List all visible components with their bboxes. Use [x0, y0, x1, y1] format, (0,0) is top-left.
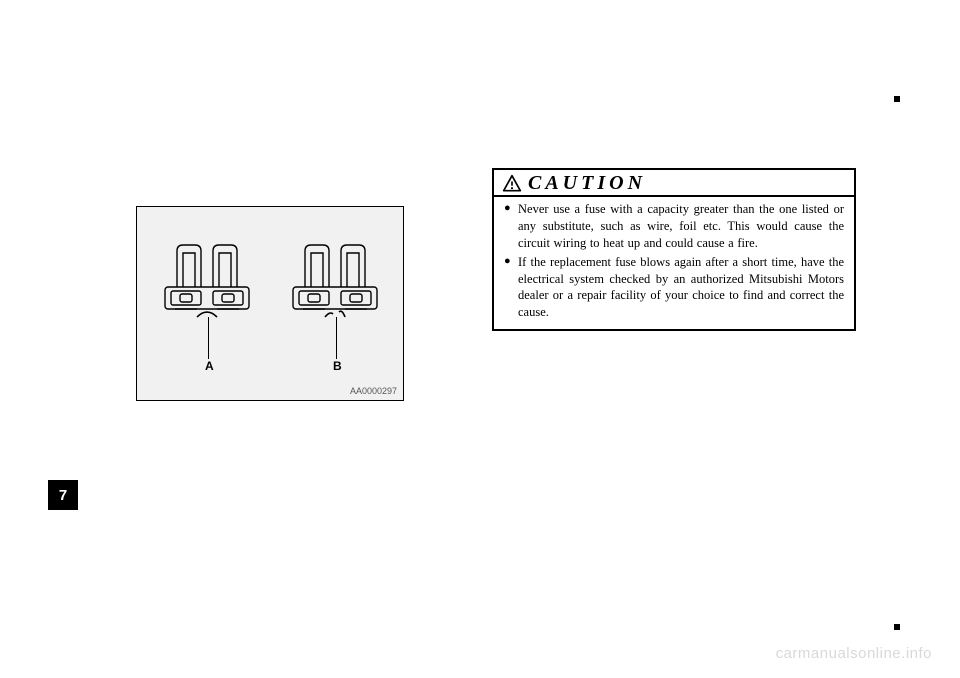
watermark: carmanualsonline.info [776, 645, 932, 662]
fuse-good-svg [157, 229, 257, 329]
caution-header: CAUTION [494, 170, 854, 197]
figure-inner: A B AA0000297 [137, 207, 403, 400]
leader-line-b [336, 317, 337, 359]
caution-list: Never use a fuse with a capacity greater… [504, 201, 844, 321]
figure-label-b: B [333, 359, 342, 373]
caution-item-text: Never use a fuse with a capacity greater… [518, 202, 844, 250]
caution-item: If the replacement fuse blows again afte… [504, 254, 844, 322]
crop-mark-top-right [894, 96, 900, 102]
caution-box: CAUTION Never use a fuse with a capacity… [492, 168, 856, 331]
caution-body: Never use a fuse with a capacity greater… [494, 197, 854, 329]
figure-reference: AA0000297 [350, 386, 397, 396]
caution-title: CAUTION [528, 172, 646, 195]
leader-line-a [208, 317, 209, 359]
manual-page: 7 [0, 0, 960, 678]
crop-mark-bottom-right [894, 624, 900, 630]
section-number: 7 [59, 487, 67, 504]
section-tab: 7 [48, 480, 78, 510]
fuse-figure: A B AA0000297 [136, 206, 404, 401]
warning-icon [502, 174, 522, 194]
caution-item-text: If the replacement fuse blows again afte… [518, 255, 844, 320]
fuse-good-illustration [157, 229, 257, 329]
figure-label-a: A [205, 359, 214, 373]
caution-item: Never use a fuse with a capacity greater… [504, 201, 844, 252]
fuse-blown-illustration [285, 229, 385, 329]
fuse-blown-svg [285, 229, 385, 329]
